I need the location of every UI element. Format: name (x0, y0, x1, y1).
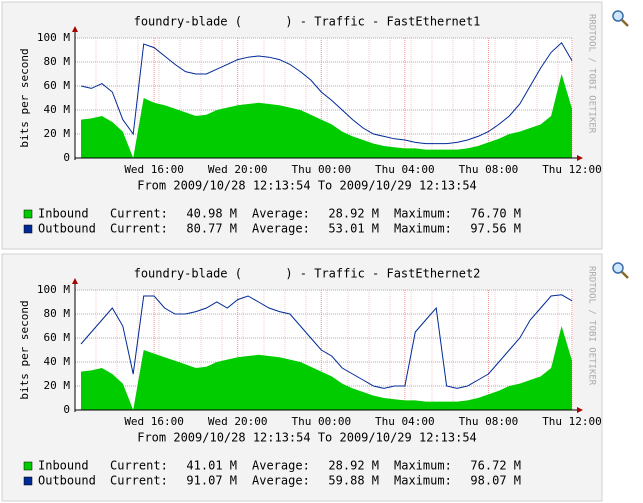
y-tick-label: 100 M (37, 283, 70, 296)
x-tick-label: Wed 16:00 (124, 163, 184, 176)
stat-value: 28.92 M (328, 207, 379, 221)
y-tick-label: 0 (63, 403, 70, 416)
outbound-line (80, 294, 573, 389)
x-arrow (577, 155, 583, 161)
y-tick-label: 60 M (44, 79, 71, 92)
stat-label: Maximum: (394, 459, 452, 473)
stat-label: Average: (252, 207, 310, 221)
y-axis-label: bits per second (18, 48, 31, 147)
x-tick-label: Thu 04:00 (375, 415, 435, 428)
chart-title: foundry-blade ( ) - Traffic - FastEthern… (134, 15, 481, 29)
stat-label: Average: (252, 474, 310, 488)
stat-label: Current: (110, 222, 168, 236)
stat-value: 53.01 M (328, 222, 379, 236)
stat-label: Current: (110, 459, 168, 473)
x-tick-label: Thu 00:00 (291, 163, 351, 176)
side-text: RRDTOOL / TOBI OETIKER (587, 14, 597, 134)
y-tick-label: 80 M (44, 307, 71, 320)
x-tick-label: Thu 12:00 (542, 163, 602, 176)
stat-value: 59.88 M (328, 474, 379, 488)
y-tick-label: 40 M (44, 103, 71, 116)
y-tick-label: 20 M (44, 127, 71, 140)
zoom-icon[interactable] (612, 10, 624, 22)
legend-swatch (23, 461, 33, 471)
zoom-icon[interactable] (612, 262, 624, 274)
subtitle: From 2009/10/28 12:13:54 To 2009/10/29 1… (137, 431, 477, 445)
side-text: RRDTOOL / TOBI OETIKER (587, 266, 597, 386)
stat-value: 97.56 M (470, 222, 521, 236)
y-tick-label: 60 M (44, 331, 71, 344)
stat-label: Maximum: (394, 207, 452, 221)
outbound-line (80, 42, 573, 145)
x-tick-label: Wed 20:00 (208, 163, 268, 176)
stat-label: Average: (252, 459, 310, 473)
stat-value: 91.07 M (186, 474, 237, 488)
legend-swatch (23, 209, 33, 219)
stat-label: Average: (252, 222, 310, 236)
x-tick-label: Thu 00:00 (291, 415, 351, 428)
subtitle: From 2009/10/28 12:13:54 To 2009/10/29 1… (137, 179, 477, 193)
zoom-handle (621, 19, 629, 27)
stat-value: 98.07 M (470, 474, 521, 488)
y-tick-label: 100 M (37, 31, 70, 44)
stat-label: Current: (110, 474, 168, 488)
y-tick-label: 40 M (44, 355, 71, 368)
y-arrow (72, 26, 78, 32)
x-tick-label: Thu 08:00 (459, 163, 519, 176)
stat-label: Maximum: (394, 474, 452, 488)
stat-value: 80.77 M (186, 222, 237, 236)
inbound-area (81, 326, 572, 410)
stat-label: Maximum: (394, 222, 452, 236)
x-tick-label: Thu 12:00 (542, 415, 602, 428)
stat-value: 40.98 M (186, 207, 237, 221)
stat-value: 76.70 M (470, 207, 521, 221)
stat-label: Current: (110, 207, 168, 221)
y-arrow (72, 278, 78, 284)
x-tick-label: Wed 20:00 (208, 415, 268, 428)
stat-value: 28.92 M (328, 459, 379, 473)
zoom-handle (621, 271, 629, 279)
y-tick-label: 80 M (44, 55, 71, 68)
chart-title: foundry-blade ( ) - Traffic - FastEthern… (134, 267, 481, 281)
x-tick-label: Thu 04:00 (375, 163, 435, 176)
y-axis-label: bits per second (18, 300, 31, 399)
graph: foundry-blade ( ) - Traffic - FastEthern… (1, 253, 629, 502)
legend-swatch (23, 476, 33, 486)
legend-entry: Inbound (38, 207, 89, 221)
y-tick-label: 0 (63, 151, 70, 164)
x-tick-label: Wed 16:00 (124, 415, 184, 428)
x-arrow (577, 407, 583, 413)
graph: foundry-blade ( ) - Traffic - FastEthern… (1, 1, 629, 250)
x-tick-label: Thu 08:00 (459, 415, 519, 428)
legend-swatch (23, 224, 33, 234)
stat-value: 76.72 M (470, 459, 521, 473)
stat-value: 41.01 M (186, 459, 237, 473)
inbound-area (81, 74, 572, 158)
legend-entry: Outbound (38, 222, 96, 236)
y-tick-label: 20 M (44, 379, 71, 392)
legend-entry: Inbound (38, 459, 89, 473)
legend-entry: Outbound (38, 474, 96, 488)
